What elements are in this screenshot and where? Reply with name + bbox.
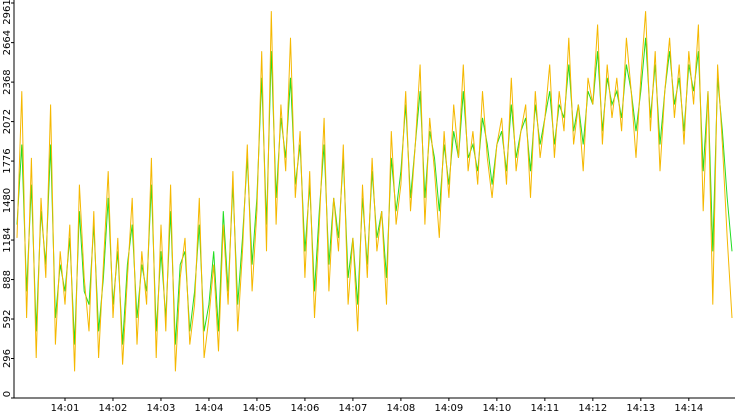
y-tick-label: 2072 bbox=[2, 109, 13, 134]
x-tick-label: 14:14 bbox=[674, 403, 703, 414]
y-tick-label: 1480 bbox=[2, 188, 13, 213]
x-tick-label: 14:04 bbox=[195, 403, 224, 414]
x-tick-label: 14:11 bbox=[530, 403, 559, 414]
y-tick-label: 296 bbox=[2, 349, 13, 368]
x-tick-label: 14:06 bbox=[291, 403, 320, 414]
y-tick-label: 888 bbox=[2, 270, 13, 289]
x-tick-label: 14:01 bbox=[51, 403, 80, 414]
x-tick-label: 14:09 bbox=[434, 403, 463, 414]
y-tick-label: 2368 bbox=[2, 69, 13, 94]
x-tick-label: 14:13 bbox=[626, 403, 655, 414]
series-line bbox=[16, 11, 733, 372]
x-tick-label: 14:02 bbox=[99, 403, 128, 414]
y-tick-label: 0 bbox=[2, 391, 13, 397]
x-tick-label: 14:10 bbox=[482, 403, 511, 414]
x-tick-label: 14:07 bbox=[338, 403, 367, 414]
y-tick-label: 2664 bbox=[2, 30, 13, 55]
x-tick-label: 14:03 bbox=[147, 403, 176, 414]
y-tick-label: 592 bbox=[2, 309, 13, 328]
x-tick-label: 14:12 bbox=[578, 403, 607, 414]
y-tick-label: 1184 bbox=[2, 227, 13, 252]
y-tick-label: 2961 bbox=[2, 0, 13, 25]
x-tick-label: 14:05 bbox=[243, 403, 272, 414]
x-tick-label: 14:08 bbox=[386, 403, 415, 414]
y-tick-label: 1776 bbox=[2, 148, 13, 173]
